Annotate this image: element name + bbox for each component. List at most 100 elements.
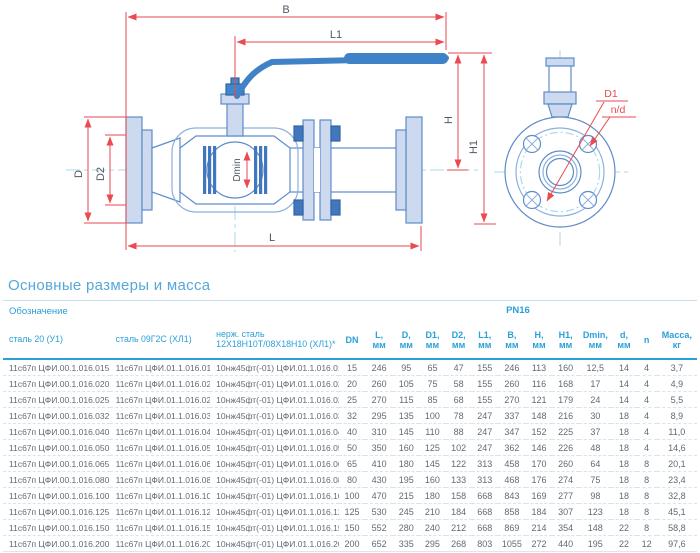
value-cell: 18	[611, 471, 637, 488]
designation-cell: 11с67п ЦФИ.01.1.016.032	[109, 407, 211, 424]
value-cell: 843	[497, 487, 526, 504]
value-cell: 75	[419, 375, 446, 392]
value-cell: 247	[471, 439, 498, 456]
designation-cell: 11с67п ЦФИ.01.1.016.200	[109, 535, 211, 552]
value-cell: 97,6	[656, 535, 697, 552]
value-cell: 246	[504, 362, 520, 373]
value-cell: 652	[365, 535, 394, 552]
value-cell: 430	[365, 471, 394, 488]
value-cell: 125	[419, 439, 446, 456]
table-row: 11с67п ЦФИ.00.1.016.025 11с67п ЦФИ.01.1.0…	[3, 391, 697, 408]
designation-cell: 11с67п ЦФИ.00.1.016.065	[3, 455, 110, 472]
value-cell: 88	[445, 423, 472, 440]
value-cell: 98	[579, 487, 612, 504]
value-cell: 20,1	[656, 455, 697, 472]
table-row: 11с67п ЦФИ.00.1.016.100 11с67п ЦФИ.01.1.0…	[3, 487, 697, 504]
designation-cell: 10нж45фт(-01) ЦФИ.01.1.016.080	[210, 471, 339, 488]
material-column-stainless: нерж. сталь 12Х18Н10Т/08Х18Н10 (ХЛ1)*	[216, 328, 336, 349]
value-cell: 347	[497, 423, 526, 440]
value-cell: 85	[419, 391, 446, 408]
value-cell: 100	[338, 487, 366, 504]
value-cell: 530	[365, 503, 394, 520]
column-header-h1: H1, мм	[558, 329, 573, 350]
value-cell: 47	[453, 362, 464, 373]
table-row: 11с67п ЦФИ.00.1.016.200 11с67п ЦФИ.01.1.0…	[3, 535, 697, 552]
designation-cell: 10нж45фт(-01) ЦФИ.01.1.016.065	[210, 455, 339, 472]
designation-cell: 11с67п ЦФИ.00.1.016.025	[3, 391, 110, 408]
value-cell: 18	[611, 503, 637, 520]
seat-rings	[203, 146, 268, 194]
value-cell: 18	[611, 455, 637, 472]
table-row: 11с67п ЦФИ.00.1.016.065 11с67п ЦФИ.01.1.0…	[3, 455, 697, 472]
value-cell: 216	[552, 407, 580, 424]
valve-front-view	[125, 53, 449, 224]
value-cell: 458	[497, 455, 526, 472]
bore-circle-mid	[542, 154, 578, 190]
value-cell: 115	[393, 391, 420, 408]
value-cell: 180	[393, 455, 420, 472]
value-cell: 184	[445, 503, 472, 520]
value-cell: 68	[445, 391, 472, 408]
column-header-d2: D2, мм	[451, 329, 466, 350]
value-cell: 23,4	[656, 471, 697, 488]
designation-cell: 11с67п ЦФИ.00.1.016.125	[3, 503, 110, 520]
value-cell: 246	[371, 362, 387, 373]
column-header-dn: DN	[345, 334, 359, 345]
designation-cell: 10нж45фт(-01) ЦФИ.01.1.016.200	[210, 535, 339, 552]
value-cell: 155	[477, 362, 493, 373]
dim-label-d1: D1	[604, 88, 618, 100]
value-cell: 869	[497, 519, 526, 536]
value-cell: 168	[552, 375, 580, 392]
dim-label-d2: D2	[95, 167, 107, 181]
value-cell: 158	[445, 487, 472, 504]
value-cell: 180	[419, 487, 446, 504]
value-cell: 268	[445, 535, 472, 552]
value-cell: 8	[636, 519, 657, 536]
dim-label-nd: n/d	[611, 104, 626, 116]
value-cell: 5,5	[656, 391, 697, 408]
value-cell: 247	[471, 407, 498, 424]
section-title: Основные размеры и масса	[8, 277, 211, 294]
designation-cell: 11с67п ЦФИ.00.1.016.080	[3, 471, 110, 488]
value-cell: 146	[525, 439, 553, 456]
value-cell: 14,6	[656, 439, 697, 456]
valve-side-view	[504, 57, 616, 228]
table-header: Обозначение PN16 сталь 20 (У1) сталь 09Г…	[3, 301, 697, 359]
value-cell: 152	[525, 423, 553, 440]
value-cell: 160	[419, 471, 446, 488]
dim-label-h: H	[443, 116, 455, 124]
value-cell: 210	[419, 503, 446, 520]
table-body: 11с67п ЦФИ.00.1.016.015 11с67п ЦФИ.01.1.0…	[3, 359, 697, 552]
value-cell: 78	[445, 407, 472, 424]
value-cell: 1055	[497, 535, 526, 552]
value-cell: 313	[471, 471, 498, 488]
value-cell: 65	[338, 455, 366, 472]
value-cell: 295	[365, 407, 394, 424]
designation-cell: 11с67п ЦФИ.01.1.016.100	[109, 487, 211, 504]
column-header-l1: L1, мм	[478, 329, 492, 350]
designation-cell: 11с67п ЦФИ.00.1.016.100	[3, 487, 110, 504]
designation-cell: 11с67п ЦФИ.01.1.016.125	[109, 503, 211, 520]
value-cell: 179	[552, 391, 580, 408]
value-cell: 25	[338, 391, 366, 408]
value-cell: 215	[393, 487, 420, 504]
value-cell: 48	[579, 439, 612, 456]
value-cell: 225	[552, 423, 580, 440]
dim-label-l1: L1	[330, 29, 342, 41]
column-header-d: D, мм	[399, 329, 413, 350]
value-cell: 155	[471, 391, 498, 408]
value-cell: 272	[525, 535, 553, 552]
designation-cell: 11с67п ЦФИ.01.1.016.065	[109, 455, 211, 472]
value-cell: 18	[611, 407, 637, 424]
table-row: 11с67п ЦФИ.00.1.016.050 11с67п ЦФИ.01.1.0…	[3, 439, 697, 456]
dimensions-table: Обозначение PN16 сталь 20 (У1) сталь 09Г…	[3, 300, 697, 552]
value-cell: 145	[393, 423, 420, 440]
value-cell: 195	[393, 471, 420, 488]
value-cell: 4	[636, 439, 657, 456]
value-cell: 8	[636, 471, 657, 488]
value-cell: 121	[525, 391, 553, 408]
designation-cell: 11с67п ЦФИ.00.1.016.200	[3, 535, 110, 552]
value-cell: 58,8	[656, 519, 697, 536]
value-cell: 212	[445, 519, 472, 536]
table-row: 11с67п ЦФИ.00.1.016.040 11с67п ЦФИ.01.1.0…	[3, 423, 697, 440]
